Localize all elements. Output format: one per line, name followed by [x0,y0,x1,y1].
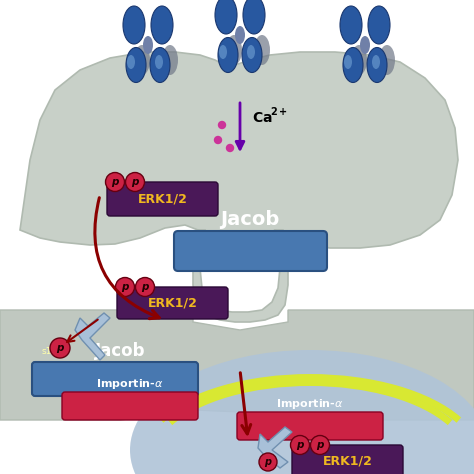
FancyBboxPatch shape [117,287,228,319]
Ellipse shape [143,36,153,54]
Ellipse shape [130,350,474,474]
Text: p: p [111,177,118,187]
Ellipse shape [218,37,238,73]
Text: p: p [56,343,64,353]
Text: p: p [316,440,324,450]
Ellipse shape [126,47,146,82]
Text: p: p [141,282,149,292]
Text: s180: s180 [41,346,63,356]
Ellipse shape [243,0,265,34]
Ellipse shape [344,55,352,69]
Polygon shape [0,310,474,420]
Circle shape [136,277,155,297]
Polygon shape [258,427,292,468]
Text: p: p [131,177,139,187]
Circle shape [126,173,145,191]
FancyBboxPatch shape [62,392,198,420]
Ellipse shape [219,45,227,59]
Polygon shape [20,52,458,248]
Text: $\mathbf{Ca}$: $\mathbf{Ca}$ [252,111,273,125]
Ellipse shape [367,47,387,82]
Polygon shape [75,313,110,360]
FancyBboxPatch shape [107,182,218,216]
Ellipse shape [372,55,380,69]
Ellipse shape [351,45,367,75]
Ellipse shape [247,45,255,59]
FancyBboxPatch shape [32,362,198,396]
Text: p: p [121,282,128,292]
Text: p: p [296,440,304,450]
Ellipse shape [151,6,173,44]
Text: Importin-$\alpha$: Importin-$\alpha$ [276,397,344,411]
Text: ERK1/2: ERK1/2 [137,192,187,206]
Text: Jacob: Jacob [95,342,145,360]
Circle shape [116,277,135,297]
FancyBboxPatch shape [292,445,403,474]
Ellipse shape [215,0,237,34]
Ellipse shape [134,45,150,75]
Ellipse shape [343,47,363,82]
Ellipse shape [254,35,270,65]
Circle shape [106,173,125,191]
Circle shape [50,338,70,358]
FancyBboxPatch shape [174,231,327,271]
Circle shape [227,145,234,152]
FancyBboxPatch shape [237,412,383,440]
Polygon shape [193,230,288,322]
Ellipse shape [226,35,242,65]
Ellipse shape [235,26,245,44]
Ellipse shape [155,55,163,69]
Text: ERK1/2: ERK1/2 [147,297,198,310]
Circle shape [291,436,310,455]
Ellipse shape [123,6,145,44]
Ellipse shape [379,45,395,75]
Text: Importin-$\alpha$: Importin-$\alpha$ [96,377,164,391]
Text: ERK1/2: ERK1/2 [323,455,373,467]
Ellipse shape [150,47,170,82]
Ellipse shape [242,37,262,73]
Ellipse shape [340,6,362,44]
Text: Jacob: Jacob [220,210,280,228]
Text: $\mathbf{2+}$: $\mathbf{2+}$ [270,105,288,117]
Text: p: p [264,457,272,467]
Ellipse shape [368,6,390,44]
Ellipse shape [162,45,178,75]
Circle shape [259,453,277,471]
Circle shape [219,121,226,128]
Circle shape [310,436,329,455]
Circle shape [215,137,221,144]
Ellipse shape [127,55,135,69]
Ellipse shape [360,36,370,54]
